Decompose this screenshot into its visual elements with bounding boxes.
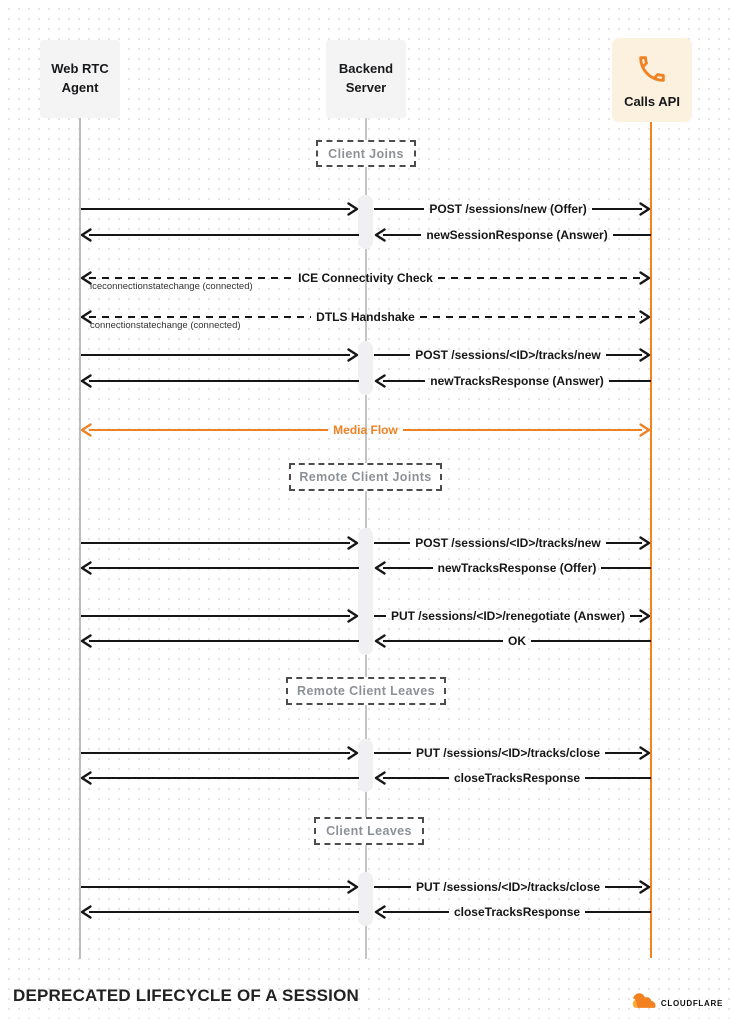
cloudflare-wordmark: CLOUDFLARE [660,998,723,1008]
arrowhead-right-icon [347,609,359,623]
arrowhead-right-icon [347,348,359,362]
phone-icon [635,52,669,89]
arrowhead-left-icon [374,634,386,648]
message-label: POST /sessions/<ID>/tracks/new [415,348,601,362]
arrowhead-right-icon [347,880,359,894]
message-new-tracks-response-offer: newTracksResponse (Offer) [374,559,651,577]
section-client-joins: Client Joins [316,140,416,167]
message-label: PUT /sessions/<ID>/tracks/close [415,746,601,760]
message-put-tracks-close: PUT /sessions/<ID>/tracks/close [374,744,651,762]
message-label: PUT /sessions/<ID>/renegotiate (Answer) [390,609,626,623]
arrowhead-right-icon [639,609,651,623]
arrowhead-left-icon [80,310,92,324]
message-label: newTracksResponse (Offer) [437,561,597,575]
activation-bar [358,195,373,249]
message-label: PUT /sessions/<ID>/tracks/close [415,880,601,894]
arrowhead-right-icon [639,746,651,760]
message-put-renegotiate: PUT /sessions/<ID>/renegotiate (Answer) [374,607,651,625]
arrowhead-right-icon [639,880,651,894]
cloudflare-logo: CLOUDFLARE [631,993,723,1013]
arrow-request-segment [81,607,359,625]
arrowhead-right-icon [639,310,651,324]
page-title: DEPRECATED LIFECYCLE OF A SESSION [13,986,360,1005]
arrowhead-left-icon [80,423,92,437]
message-ice-connectivity-check: ICE Connectivity Check [80,269,651,287]
message-label: POST /sessions/new (Offer) [429,202,587,216]
actor-webrtc-agent: Web RTC Agent [40,40,120,118]
activation-bar [358,341,373,395]
message-close-tracks-response: closeTracksResponse [374,769,652,787]
arrowhead-right-icon [347,746,359,760]
cloudflare-cloud-icon [631,993,658,1013]
message-new-tracks-response: newTracksResponse (Answer) [374,372,651,390]
message-label: DTLS Handshake [316,310,415,324]
arrowhead-left-icon [374,374,386,388]
arrowhead-right-icon [639,202,651,216]
actor-calls-api: Calls API [612,38,692,122]
actor-backend-server: Backend Server [326,40,406,118]
arrow-response-segment [80,903,359,921]
arrow-response-segment [80,226,359,244]
arrowhead-left-icon [374,561,386,575]
arrowhead-left-icon [80,905,92,919]
arrow-request-segment [81,534,359,552]
lifeline-webrtc-agent [79,118,81,959]
arrowhead-right-icon [639,271,651,285]
message-label: newTracksResponse (Answer) [430,374,604,388]
actor-label: Calls API [624,93,680,109]
message-new-session-response: newSessionResponse (Answer) [374,226,652,244]
message-label: closeTracksResponse [453,771,581,785]
arrow-response-segment [80,559,359,577]
message-ok: OK [374,632,651,650]
arrowhead-left-icon [374,905,386,919]
arrowhead-right-icon [347,536,359,550]
arrow-response-segment [80,769,359,787]
event-sublabel: iceconnectionstatechange (connected) [90,281,253,292]
message-post-sessions-new: POST /sessions/new (Offer) [374,200,651,218]
activation-bar [358,739,373,792]
arrowhead-right-icon [639,423,651,437]
actor-label: Web RTC Agent [51,61,109,95]
activation-bar [358,528,373,655]
arrowhead-left-icon [80,561,92,575]
arrowhead-left-icon [374,771,386,785]
arrow-request-segment [81,744,359,762]
message-post-tracks-new: POST /sessions/<ID>/tracks/new [374,346,651,364]
arrowhead-left-icon [80,634,92,648]
arrow-request-segment [81,200,359,218]
arrowhead-right-icon [639,536,651,550]
message-post-tracks-new-remote: POST /sessions/<ID>/tracks/new [374,534,651,552]
arrowhead-left-icon [374,228,386,242]
section-client-leaves: Client Leaves [314,817,424,845]
arrowhead-right-icon [639,348,651,362]
arrow-response-segment [80,632,359,650]
message-dtls-handshake: DTLS Handshake [80,308,651,326]
message-close-tracks-response-final: closeTracksResponse [374,903,652,921]
activation-bar [358,872,373,926]
arrowhead-left-icon [80,771,92,785]
message-label: newSessionResponse (Answer) [426,228,608,242]
actor-label: Backend Server [338,61,394,95]
message-label: OK [508,634,526,648]
message-label: closeTracksResponse [453,905,581,919]
arrow-request-segment [81,878,359,896]
arrowhead-left-icon [80,228,92,242]
arrowhead-left-icon [80,374,92,388]
message-label: Media Flow [333,423,398,437]
message-label: POST /sessions/<ID>/tracks/new [415,536,601,550]
section-remote-client-joints: Remote Client Joints [289,463,442,491]
section-remote-client-leaves: Remote Client Leaves [286,677,446,705]
arrowhead-left-icon [80,271,92,285]
arrowhead-right-icon [347,202,359,216]
arrow-request-segment [81,346,359,364]
message-media-flow: Media Flow [80,421,651,439]
lifeline-calls-api [650,122,652,958]
message-put-tracks-close-final: PUT /sessions/<ID>/tracks/close [374,878,651,896]
message-label: ICE Connectivity Check [298,271,433,285]
event-sublabel: connectionstatechange (connected) [90,320,241,331]
arrow-response-segment [80,372,359,390]
